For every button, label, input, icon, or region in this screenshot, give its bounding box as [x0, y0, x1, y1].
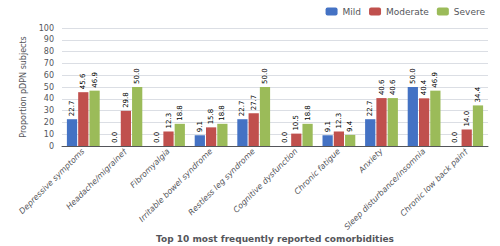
svg-text:15.8: 15.8 [207, 109, 215, 125]
svg-text:9.1: 9.1 [324, 121, 332, 132]
svg-text:22.7: 22.7 [68, 101, 76, 117]
svg-text:Top 10 most frequently reporte: Top 10 most frequently reported comorbid… [156, 234, 394, 244]
svg-text:100: 100 [39, 24, 54, 33]
svg-text:9.1: 9.1 [196, 121, 204, 132]
svg-text:12.3: 12.3 [335, 113, 343, 129]
svg-text:Depressive symptoms: Depressive symptoms [17, 146, 87, 216]
svg-text:0.0: 0.0 [153, 132, 161, 143]
svg-text:Proportion pDPN subjects: Proportion pDPN subjects [19, 36, 28, 138]
svg-text:Restless leg syndrome: Restless leg syndrome [187, 147, 257, 217]
svg-text:27.7: 27.7 [250, 95, 258, 111]
svg-text:50.0: 50.0 [409, 68, 417, 84]
svg-text:14.0: 14.0 [463, 111, 471, 127]
svg-text:Chronic fatigue: Chronic fatigue [293, 147, 343, 197]
svg-text:50.0: 50.0 [133, 68, 141, 84]
svg-text:Cognitive dysfunction: Cognitive dysfunction [232, 147, 300, 215]
svg-text:9.4: 9.4 [346, 120, 354, 132]
svg-text:12.3: 12.3 [165, 113, 173, 129]
svg-text:20: 20 [44, 118, 54, 127]
svg-text:0.0: 0.0 [451, 132, 459, 143]
svg-text:22.7: 22.7 [366, 101, 374, 117]
svg-text:Severe: Severe [454, 7, 486, 17]
svg-text:30: 30 [44, 106, 54, 115]
svg-text:22.7: 22.7 [238, 101, 246, 117]
svg-text:0: 0 [49, 142, 54, 151]
svg-text:40.6: 40.6 [389, 79, 397, 95]
svg-text:Fibromyalgia: Fibromyalgia [129, 147, 172, 190]
svg-text:Irritable bowel syndrome: Irritable bowel syndrome [137, 147, 214, 224]
svg-text:Headache/migraine†: Headache/migraine† [65, 147, 130, 212]
svg-text:46.9: 46.9 [91, 72, 99, 88]
svg-text:40.4: 40.4 [420, 79, 428, 95]
svg-text:29.8: 29.8 [122, 92, 130, 108]
svg-text:70: 70 [44, 59, 54, 68]
svg-text:Moderate: Moderate [386, 7, 429, 17]
svg-text:10: 10 [44, 130, 54, 139]
svg-text:Mild: Mild [343, 7, 361, 17]
svg-text:46.9: 46.9 [431, 72, 439, 88]
svg-text:Anxiety: Anxiety [356, 147, 385, 176]
svg-text:10.5: 10.5 [292, 115, 300, 131]
svg-text:90: 90 [44, 35, 54, 44]
svg-text:60: 60 [44, 71, 54, 80]
svg-text:50: 50 [44, 83, 54, 92]
svg-text:40.6: 40.6 [378, 79, 386, 95]
svg-text:Chronic low back pain†: Chronic low back pain† [399, 147, 470, 218]
svg-text:40: 40 [44, 94, 54, 103]
svg-text:34.4: 34.4 [474, 86, 482, 102]
svg-text:18.8: 18.8 [176, 105, 184, 121]
svg-text:18.8: 18.8 [304, 105, 312, 121]
svg-text:Sleep disturbance/insomnia: Sleep disturbance/insomnia [342, 147, 427, 232]
svg-text:45.6: 45.6 [79, 73, 87, 89]
svg-text:80: 80 [44, 47, 54, 56]
svg-text:50.0: 50.0 [261, 68, 269, 84]
svg-text:18.8: 18.8 [218, 105, 226, 121]
svg-text:0.0: 0.0 [111, 132, 119, 143]
svg-text:0.0: 0.0 [281, 132, 289, 143]
